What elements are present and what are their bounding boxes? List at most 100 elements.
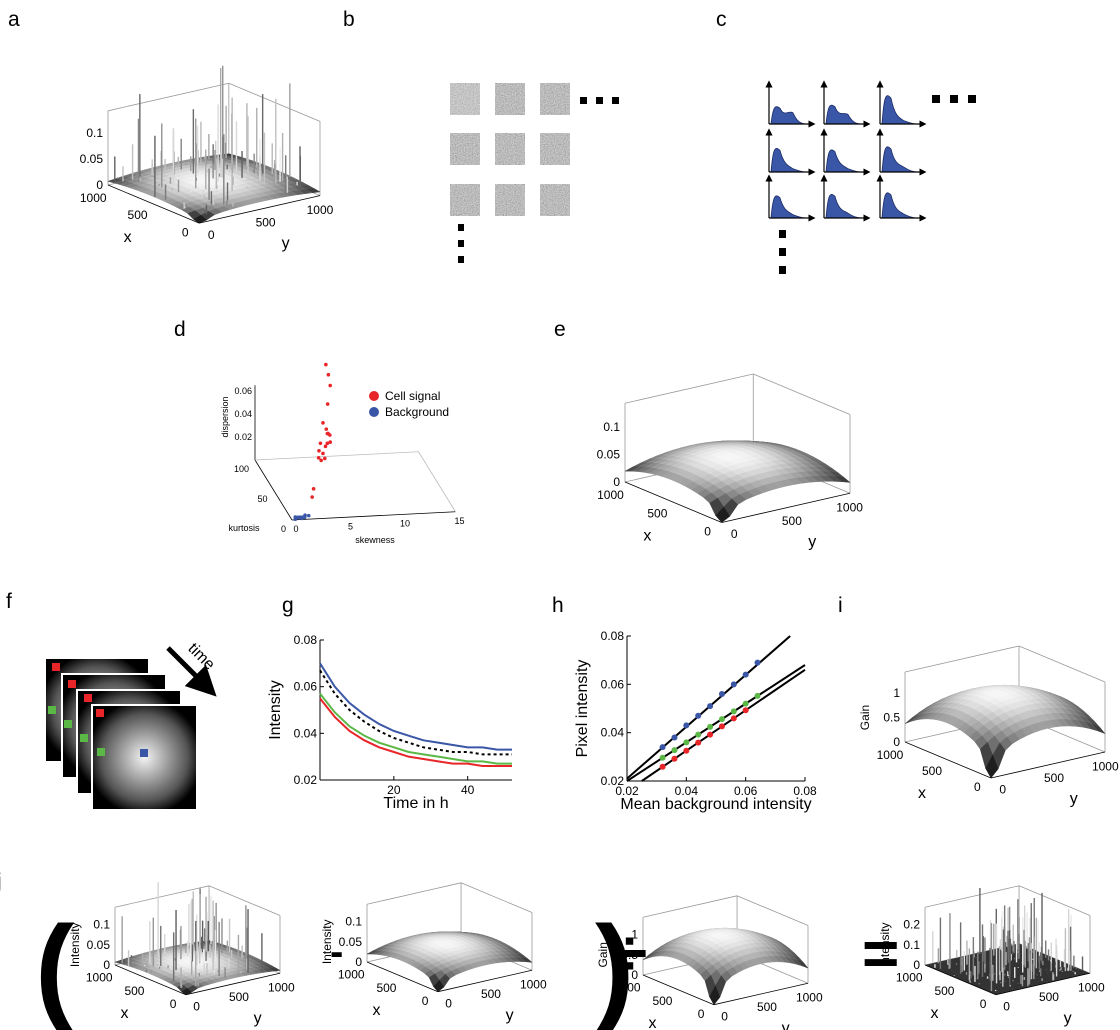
z-tick-label: 0.1 <box>603 420 620 434</box>
z-tick-label: 0.1 <box>345 915 362 929</box>
histogram <box>771 107 807 124</box>
data-point <box>707 703 713 709</box>
z-tick-label: 0.1 <box>903 938 920 952</box>
data-point <box>707 732 713 738</box>
surface-plot-a: 0.10.0501000500005001000xy <box>80 66 334 252</box>
x-tick-label: 500 <box>922 764 942 778</box>
y-axis-label: y <box>506 1007 514 1024</box>
histogram <box>882 96 918 124</box>
ellipsis-dot <box>950 95 958 103</box>
panel-label: c <box>716 8 727 31</box>
y-axis-label: Intensity <box>267 680 284 740</box>
data-point <box>660 744 666 750</box>
data-point <box>743 672 749 678</box>
y-tick-label: 500 <box>1039 990 1059 1004</box>
panel-label: j <box>0 870 2 893</box>
data-point <box>695 740 701 746</box>
data-point <box>321 452 325 456</box>
box-edge <box>229 83 320 121</box>
data-point <box>317 449 321 453</box>
data-point <box>683 722 689 728</box>
y-tick-label: 0.06 <box>601 677 625 691</box>
data-point <box>743 707 749 713</box>
x-axis-label: x <box>648 1015 656 1030</box>
data-point <box>324 445 328 449</box>
x-axis-label: x <box>372 1002 380 1019</box>
y-tick-label: 0.06 <box>294 680 318 694</box>
box-edge <box>643 896 737 917</box>
y-tick-label: 0 <box>445 997 452 1011</box>
y-tick-label: 500 <box>481 987 501 1001</box>
image-tile <box>540 184 570 216</box>
y-tick-label: 0 <box>281 524 286 534</box>
y-tick-label: 500 <box>229 990 249 1004</box>
data-point <box>671 756 677 762</box>
panel-label: f <box>6 590 12 613</box>
x-tick-label: 500 <box>124 984 144 998</box>
image-tile <box>450 133 480 165</box>
z-tick-label: 0.04 <box>234 409 252 419</box>
ellipsis-dot <box>612 97 619 104</box>
surface-plot-i: 10.50Gain1000500005001000xy <box>858 646 1119 808</box>
y-tick-label: 1000 <box>1092 759 1119 773</box>
data-point <box>719 723 725 729</box>
box-edge <box>925 886 1019 907</box>
y-tick-label: 0.08 <box>294 633 318 647</box>
z-tick-label: 0.5 <box>883 711 900 725</box>
data-point <box>695 732 701 738</box>
data-point <box>293 515 297 519</box>
x-tick-label: 0 <box>182 225 189 239</box>
ellipsis-dot <box>458 256 464 263</box>
data-point <box>319 442 323 446</box>
z-tick-label: 0.05 <box>80 152 104 166</box>
x-tick-label: 1000 <box>597 488 624 502</box>
panel-label: i <box>838 594 843 617</box>
line-chart: 0.020.040.060.082040Time in hIntensity <box>267 633 512 812</box>
legend-label: Cell signal <box>385 389 440 403</box>
data-point <box>671 735 677 741</box>
operator: ÷ <box>612 917 647 989</box>
z-tick-label: 0 <box>96 178 103 192</box>
histogram <box>826 105 862 124</box>
z-tick-label: 1 <box>893 686 900 700</box>
x-tick-label: 1000 <box>896 970 923 984</box>
histogram <box>771 196 807 218</box>
data-point <box>707 724 713 730</box>
data-point <box>695 713 701 719</box>
x-tick-label: 500 <box>652 994 672 1008</box>
x-tick-label: 500 <box>647 506 667 520</box>
figure: time abcdefghij0.10.0501000500005001000x… <box>0 0 1120 1030</box>
y-tick-label: 1000 <box>307 203 334 217</box>
data-point <box>743 701 749 707</box>
x-axis-label: skewness <box>355 535 395 545</box>
x-tick-label: 1000 <box>80 191 107 205</box>
y-tick-label: 1000 <box>268 980 295 994</box>
y-axis-label: kurtosis <box>228 523 260 533</box>
y-tick-label: 0.02 <box>294 773 318 787</box>
x-tick-label: 0 <box>704 524 711 538</box>
z-tick-label: 0.1 <box>86 126 103 140</box>
y-axis-label: y <box>282 235 290 252</box>
x-tick-label: 0 <box>980 997 987 1011</box>
image-tile <box>540 133 570 165</box>
panel-c <box>769 84 976 274</box>
image-tile <box>495 133 525 165</box>
data-point <box>324 363 328 367</box>
z-tick-label: 0.05 <box>87 938 111 952</box>
panel-label: h <box>552 594 564 617</box>
panel-b <box>450 83 619 263</box>
panel-label: d <box>174 318 186 341</box>
y-tick-label: 0 <box>721 1010 728 1024</box>
y-tick-label: 0 <box>193 1000 200 1014</box>
data-point <box>731 715 737 721</box>
y-axis-label: y <box>254 1010 262 1027</box>
panel-label: a <box>8 8 20 31</box>
box-edge <box>1019 886 1090 916</box>
y-tick-label: 0 <box>1003 1000 1010 1014</box>
image-tile <box>450 184 480 216</box>
x-tick-label: 0 <box>293 524 298 534</box>
ellipsis-dot <box>932 95 940 103</box>
data-line <box>320 663 512 749</box>
x-axis-label: x <box>643 527 651 544</box>
